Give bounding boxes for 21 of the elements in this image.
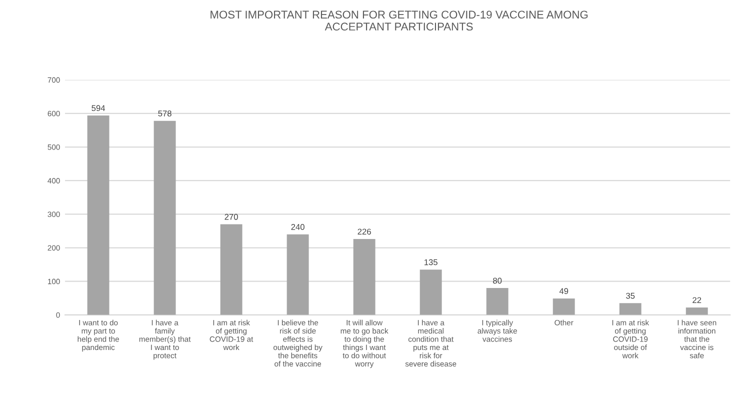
data-label: 35 <box>626 292 635 299</box>
bar <box>486 288 508 315</box>
data-label: 594 <box>92 105 105 112</box>
bar <box>552 298 575 315</box>
bar <box>619 303 642 315</box>
bar <box>154 120 176 315</box>
data-label: 135 <box>424 259 438 266</box>
bar <box>353 239 376 315</box>
data-label: 226 <box>358 228 371 235</box>
bar <box>286 234 309 315</box>
data-label: 80 <box>493 278 502 284</box>
bar <box>220 224 242 315</box>
bar <box>87 115 110 315</box>
chart-title: MOST IMPORTANT REASON FOR GETTING COVID-19 VACCINE AMONG ACCEPTANT PARTICIPANTS <box>210 10 588 31</box>
data-label: 578 <box>158 110 172 116</box>
data-label: 270 <box>224 214 238 220</box>
data-label: 49 <box>559 288 568 294</box>
bar <box>420 270 442 315</box>
bar <box>686 308 708 315</box>
data-label: 22 <box>692 297 702 304</box>
data-label: 240 <box>291 224 304 230</box>
